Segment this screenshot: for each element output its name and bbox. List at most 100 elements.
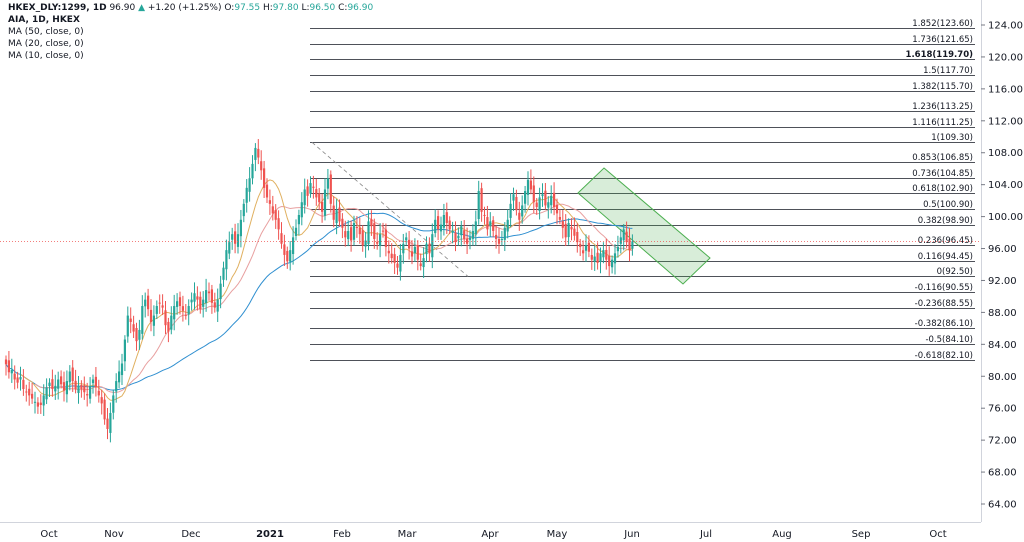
candle-body xyxy=(112,395,115,413)
candle-body xyxy=(219,283,222,300)
candle-body xyxy=(477,191,480,220)
candle-body xyxy=(155,306,158,314)
legend-ma20[interactable]: MA (20, close, 0) xyxy=(8,39,84,49)
price-tick-label: 108.00 xyxy=(988,148,1023,159)
candle-body xyxy=(202,299,205,307)
candle-body xyxy=(608,255,611,267)
candle-body xyxy=(553,192,556,208)
ohlc-header: HKEX_DLY:1299, 1D 96.90 ▲ +1.20 (+1.25%)… xyxy=(8,2,373,14)
candle-body xyxy=(161,305,164,308)
candle-body xyxy=(405,237,408,241)
price-tick-label: 100.00 xyxy=(988,212,1023,223)
candle-body xyxy=(25,391,28,393)
candle-body xyxy=(605,249,608,260)
candle-body xyxy=(564,223,567,238)
candle-body xyxy=(428,243,431,254)
candle-body xyxy=(587,242,590,252)
fib-level-label: 1.5(117.70) xyxy=(923,66,973,76)
candle-body xyxy=(425,243,428,255)
candle-body xyxy=(277,218,280,230)
fib-level-label: -0.382(86.10) xyxy=(915,319,973,329)
candle-body xyxy=(152,315,155,326)
candle-body xyxy=(68,371,71,383)
candle-body xyxy=(280,233,283,244)
time-tick-label: Dec xyxy=(181,529,200,540)
candle-body xyxy=(283,244,286,255)
candle-body xyxy=(173,306,176,320)
candle-body xyxy=(422,258,425,268)
price-axis[interactable]: 124.00 120.00 116.00 112.00 108.00 104.00 100.… xyxy=(981,0,1023,522)
candle-body xyxy=(39,402,42,406)
legend-series-main[interactable]: AIA, 1D, HKEX xyxy=(8,15,80,25)
time-tick-label: Sep xyxy=(852,529,871,540)
descending-channel[interactable] xyxy=(577,167,711,285)
candle-body xyxy=(442,215,445,228)
candle-body xyxy=(503,227,506,240)
legend-ma10[interactable]: MA (10, close, 0) xyxy=(8,51,84,61)
candle-body xyxy=(254,147,257,160)
open-label: O: xyxy=(224,3,235,13)
candle-body xyxy=(509,203,512,218)
candle-body xyxy=(292,237,295,255)
candle-body xyxy=(213,302,216,308)
chart-legend: HKEX_DLY:1299, 1D 96.90 ▲ +1.20 (+1.25%)… xyxy=(8,2,373,62)
candle-body xyxy=(239,219,242,237)
candle-body xyxy=(147,295,150,310)
candle-body xyxy=(28,388,31,396)
candle-body xyxy=(57,379,60,389)
candle-body xyxy=(97,390,100,396)
price-tick-label: 88.00 xyxy=(988,308,1017,319)
candle-body xyxy=(474,221,477,235)
candle-body xyxy=(19,377,22,380)
candle-body xyxy=(106,418,109,429)
fib-level-label: 1.618(119.70) xyxy=(906,50,974,60)
legend-ma50[interactable]: MA (50, close, 0) xyxy=(8,27,84,37)
candle-body xyxy=(199,296,202,310)
candle-body xyxy=(355,226,358,228)
price-tick-label: 80.00 xyxy=(988,372,1017,383)
candle-body xyxy=(60,376,63,385)
candle-body xyxy=(80,384,83,390)
candle-body xyxy=(42,395,45,406)
candle-body xyxy=(210,289,213,303)
candle-body xyxy=(437,216,440,230)
time-tick-label: Nov xyxy=(104,529,124,540)
candle-body xyxy=(83,385,86,393)
candle-body xyxy=(628,238,631,251)
candle-body xyxy=(62,382,66,391)
candle-body xyxy=(384,229,387,247)
candle-body xyxy=(228,242,231,254)
time-axis[interactable]: Oct Nov Dec 2021 Feb Mar Apr May Jun Jul Aug Sep Oct xyxy=(0,522,981,541)
candle-body xyxy=(492,220,495,231)
candle-body xyxy=(448,220,451,230)
candle-body xyxy=(538,197,541,211)
candle-body xyxy=(65,381,68,395)
candle-body xyxy=(129,318,132,322)
candle-body xyxy=(390,253,393,259)
candle-body xyxy=(431,234,434,258)
candle-body xyxy=(234,231,237,244)
candle-body xyxy=(358,227,361,235)
price-change: +1.20 (+1.25%) xyxy=(147,3,222,13)
candle-body xyxy=(497,239,501,244)
candle-body xyxy=(495,234,498,239)
candle-body xyxy=(71,367,74,382)
candle-body xyxy=(399,254,402,272)
time-tick-label: May xyxy=(547,529,568,540)
fib-level-label: 1.382(115.70) xyxy=(912,82,973,92)
candle-body xyxy=(408,239,411,249)
candle-body xyxy=(434,219,437,234)
candle-body xyxy=(550,195,553,206)
candle-body xyxy=(149,309,153,322)
close-value: 96.90 xyxy=(347,3,374,13)
fib-level-label: -0.5(84.10) xyxy=(925,335,973,345)
trend-channel[interactable] xyxy=(577,167,711,285)
candle-body xyxy=(10,369,13,374)
price-tick-label: 112.00 xyxy=(988,116,1023,127)
candle-body xyxy=(115,381,118,392)
symbol-label: HKEX_DLY:1299, 1D xyxy=(8,3,107,13)
candle-body xyxy=(31,393,34,399)
candle-body xyxy=(387,250,390,254)
